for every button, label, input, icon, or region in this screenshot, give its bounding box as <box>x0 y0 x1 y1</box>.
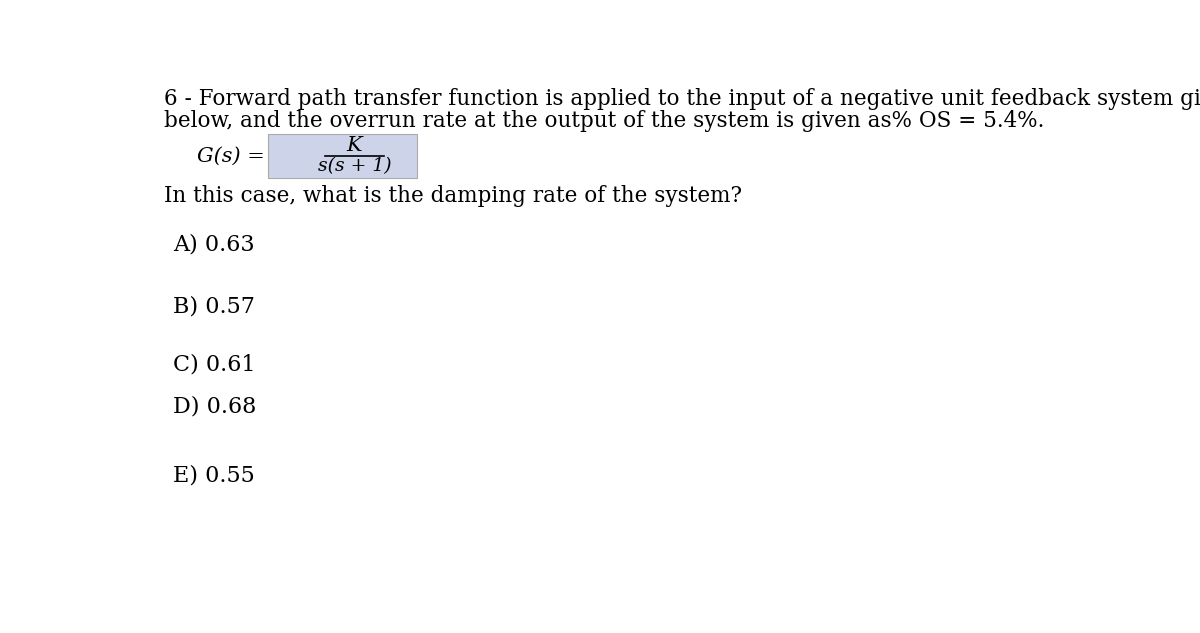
Text: 6 - Forward path transfer function is applied to the input of a negative unit fe: 6 - Forward path transfer function is ap… <box>164 87 1200 110</box>
Text: In this case, what is the damping rate of the system?: In this case, what is the damping rate o… <box>164 185 742 207</box>
Text: C) 0.61: C) 0.61 <box>173 353 256 375</box>
Text: G(s) =: G(s) = <box>197 147 265 166</box>
Text: B) 0.57: B) 0.57 <box>173 296 256 317</box>
FancyBboxPatch shape <box>268 134 418 178</box>
Text: E) 0.55: E) 0.55 <box>173 465 256 487</box>
Text: A) 0.63: A) 0.63 <box>173 234 254 256</box>
Text: s(s + 1): s(s + 1) <box>318 158 391 175</box>
Text: below, and the overrun rate at the output of the system is given as% OS = 5.4%.: below, and the overrun rate at the outpu… <box>164 110 1044 132</box>
Text: D) 0.68: D) 0.68 <box>173 396 257 418</box>
Text: K: K <box>347 135 362 154</box>
